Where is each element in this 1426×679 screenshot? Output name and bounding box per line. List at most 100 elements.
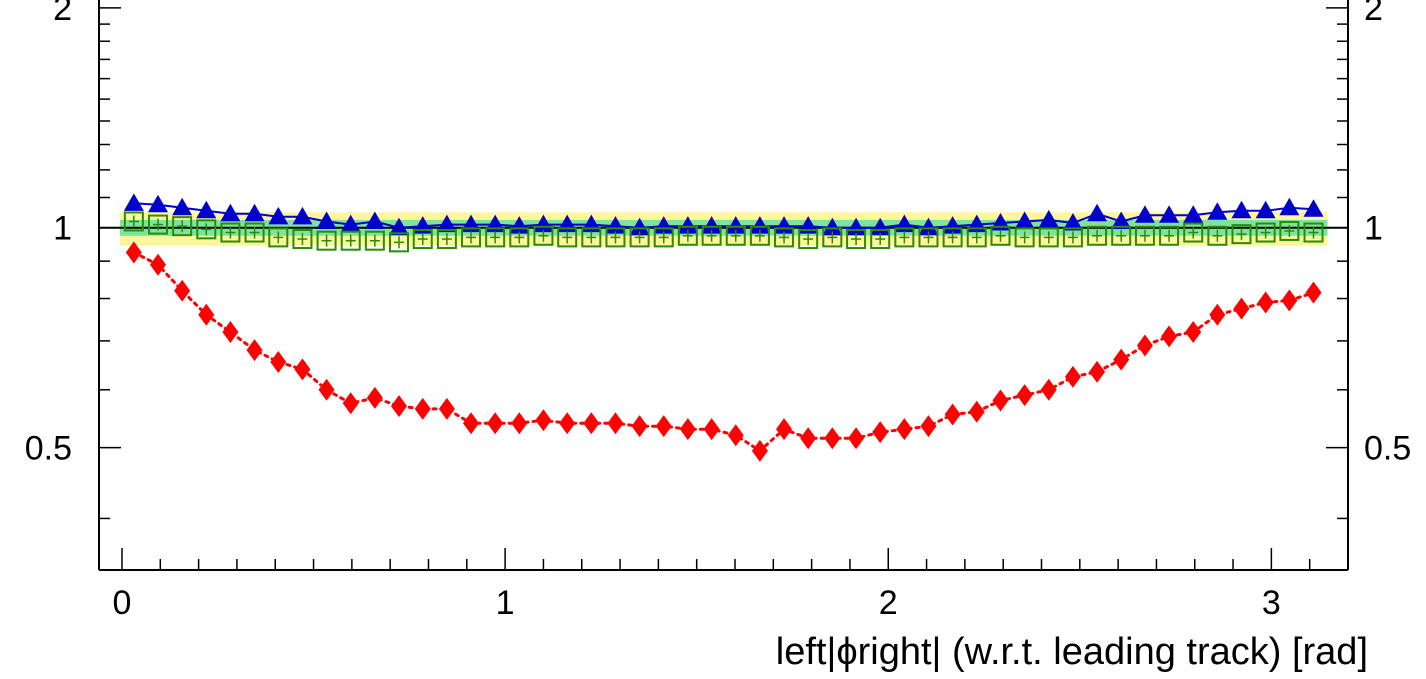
series-2-point [222, 320, 239, 343]
series-1 [123, 211, 1324, 253]
series-1-point [316, 230, 337, 251]
series-2-point [1040, 378, 1057, 401]
series-0-point [1231, 200, 1252, 219]
series-2-point [1257, 291, 1274, 314]
series-1-point [990, 225, 1011, 246]
y-tick-label-left: 2 [53, 0, 72, 28]
series-2-point [1113, 348, 1130, 371]
series-0-point [1303, 199, 1324, 217]
series-2-line [132, 251, 1315, 453]
series-2-point [703, 418, 720, 441]
series-1-point [822, 227, 843, 248]
series-0-point [1014, 211, 1035, 229]
series-1-point [172, 216, 193, 237]
series-1-point [846, 229, 867, 250]
series-2-point [1161, 325, 1178, 348]
series-0-point [220, 203, 241, 222]
series-2-point [944, 403, 961, 426]
series-0-point [1038, 209, 1059, 228]
series-1-point [942, 227, 963, 248]
series-1-point [774, 227, 795, 248]
series-1-point [1207, 225, 1228, 246]
series-2 [125, 241, 1322, 462]
series-0-point [388, 217, 409, 236]
series-1-point [244, 222, 265, 243]
series-2-point [463, 412, 480, 435]
y-tick-label-left: 0.5 [25, 430, 72, 468]
series-1-point [340, 230, 361, 251]
series-2-point [1305, 281, 1322, 304]
series-2-point [655, 415, 672, 438]
series-2-point [751, 439, 768, 462]
series-1-point [268, 227, 289, 248]
series-2-point [1064, 365, 1081, 388]
series-2-point [294, 358, 311, 381]
series-1-point [220, 222, 241, 243]
series-2-point [414, 397, 431, 420]
series-2-point [1089, 360, 1106, 383]
series-2-point [125, 241, 142, 264]
series-0-point [918, 217, 939, 236]
series-2-point [583, 412, 600, 435]
series-0-point [1134, 205, 1155, 223]
series-2-point [679, 418, 696, 441]
series-0-point [172, 197, 193, 216]
series-2-point [366, 386, 383, 409]
series-2-point [607, 412, 624, 435]
series-2-point [487, 412, 504, 435]
series-1-point [581, 227, 602, 248]
axes-layer: 0 1 2 3 0.5 0.5 1 1 2 2 [25, 0, 1411, 622]
series-1-point [629, 227, 650, 248]
series-0-point [725, 216, 746, 234]
series-1-point [1134, 225, 1155, 246]
x-tick-label: 2 [879, 584, 898, 622]
series-0-point [340, 214, 361, 233]
series-2-point [246, 339, 263, 362]
series-2-point [920, 415, 937, 438]
series-1-point [412, 229, 433, 250]
series-0-point [244, 203, 265, 222]
y-tick-label-right: 2 [1364, 0, 1383, 28]
series-2-point [270, 350, 287, 373]
series-0-point [268, 206, 289, 225]
series-0-point [1279, 197, 1300, 216]
series-2-point [848, 427, 865, 450]
series-2-point [559, 412, 576, 435]
series-2-point [1209, 303, 1226, 326]
series-2-point [342, 392, 359, 415]
series-2-point [872, 421, 889, 444]
series-1-point [123, 211, 144, 232]
series-0-point [292, 206, 313, 225]
series-1-point [798, 229, 819, 250]
series-1-point [1014, 227, 1035, 248]
series-1-point [1303, 222, 1324, 243]
series-0-point [822, 217, 843, 236]
series-0-point [1111, 211, 1132, 229]
series-1-point [509, 227, 530, 248]
series-1-point [1231, 224, 1252, 245]
series-1-point [1111, 225, 1132, 246]
series-2-point [631, 415, 648, 438]
series-1-point [1159, 225, 1180, 246]
series-1-point [364, 230, 385, 251]
series-0-point [1062, 213, 1083, 231]
series-1-point [870, 229, 891, 250]
series-1-point [725, 225, 746, 246]
series-1-point [894, 227, 915, 248]
series-1-point [1279, 220, 1300, 241]
series-0-point [749, 216, 770, 234]
series-0-point [629, 217, 650, 236]
series-0-point [1207, 202, 1228, 220]
series-1-point [557, 227, 578, 248]
series-2-point [1136, 334, 1153, 357]
series-1-point [1255, 222, 1276, 243]
series-2-point [727, 424, 744, 447]
series-0-point [1255, 200, 1276, 219]
series-2-point [824, 427, 841, 450]
series-1-point [388, 232, 409, 253]
series-2-point [174, 279, 191, 302]
series-2-point [390, 395, 407, 418]
series-2-point [318, 378, 335, 401]
